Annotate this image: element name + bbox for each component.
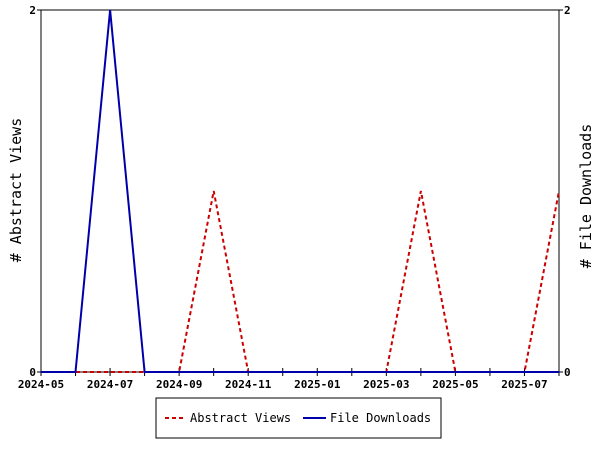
legend-label-file-downloads: File Downloads [330,411,431,425]
x-axis: 2024-05 2024-07 2024-09 2024-11 2025-01 2025-… [18,368,560,391]
x-tick-label: 2024-09 [156,378,202,391]
y-left-title: # Abstract Views [7,118,25,263]
x-tick-label: 2025-03 [363,378,409,391]
legend-box [155,397,442,439]
series-layer [41,9,560,373]
x-tick-label: 2025-05 [432,378,478,391]
x-tick-label: 2024-07 [87,378,133,391]
series-line-file-downloads [41,9,559,373]
y-right-title: # File Downloads [577,124,595,269]
legend: Abstract Views File Downloads [155,397,442,439]
y-right-tick-label: 0 [564,366,571,379]
legend-label-abstract-views: Abstract Views [190,411,291,425]
x-tick-label: 2024-11 [225,378,272,391]
plot-frame [40,9,560,373]
y-right-tick-label: 2 [564,4,571,17]
plot-area [40,9,560,373]
y-left-tick-label: 2 [29,4,36,17]
x-tick-label: 2024-05 [18,378,64,391]
y-left-tick-label: 0 [29,366,36,379]
x-tick-label: 2025-07 [501,378,547,391]
x-tick-label: 2025-01 [294,378,341,391]
